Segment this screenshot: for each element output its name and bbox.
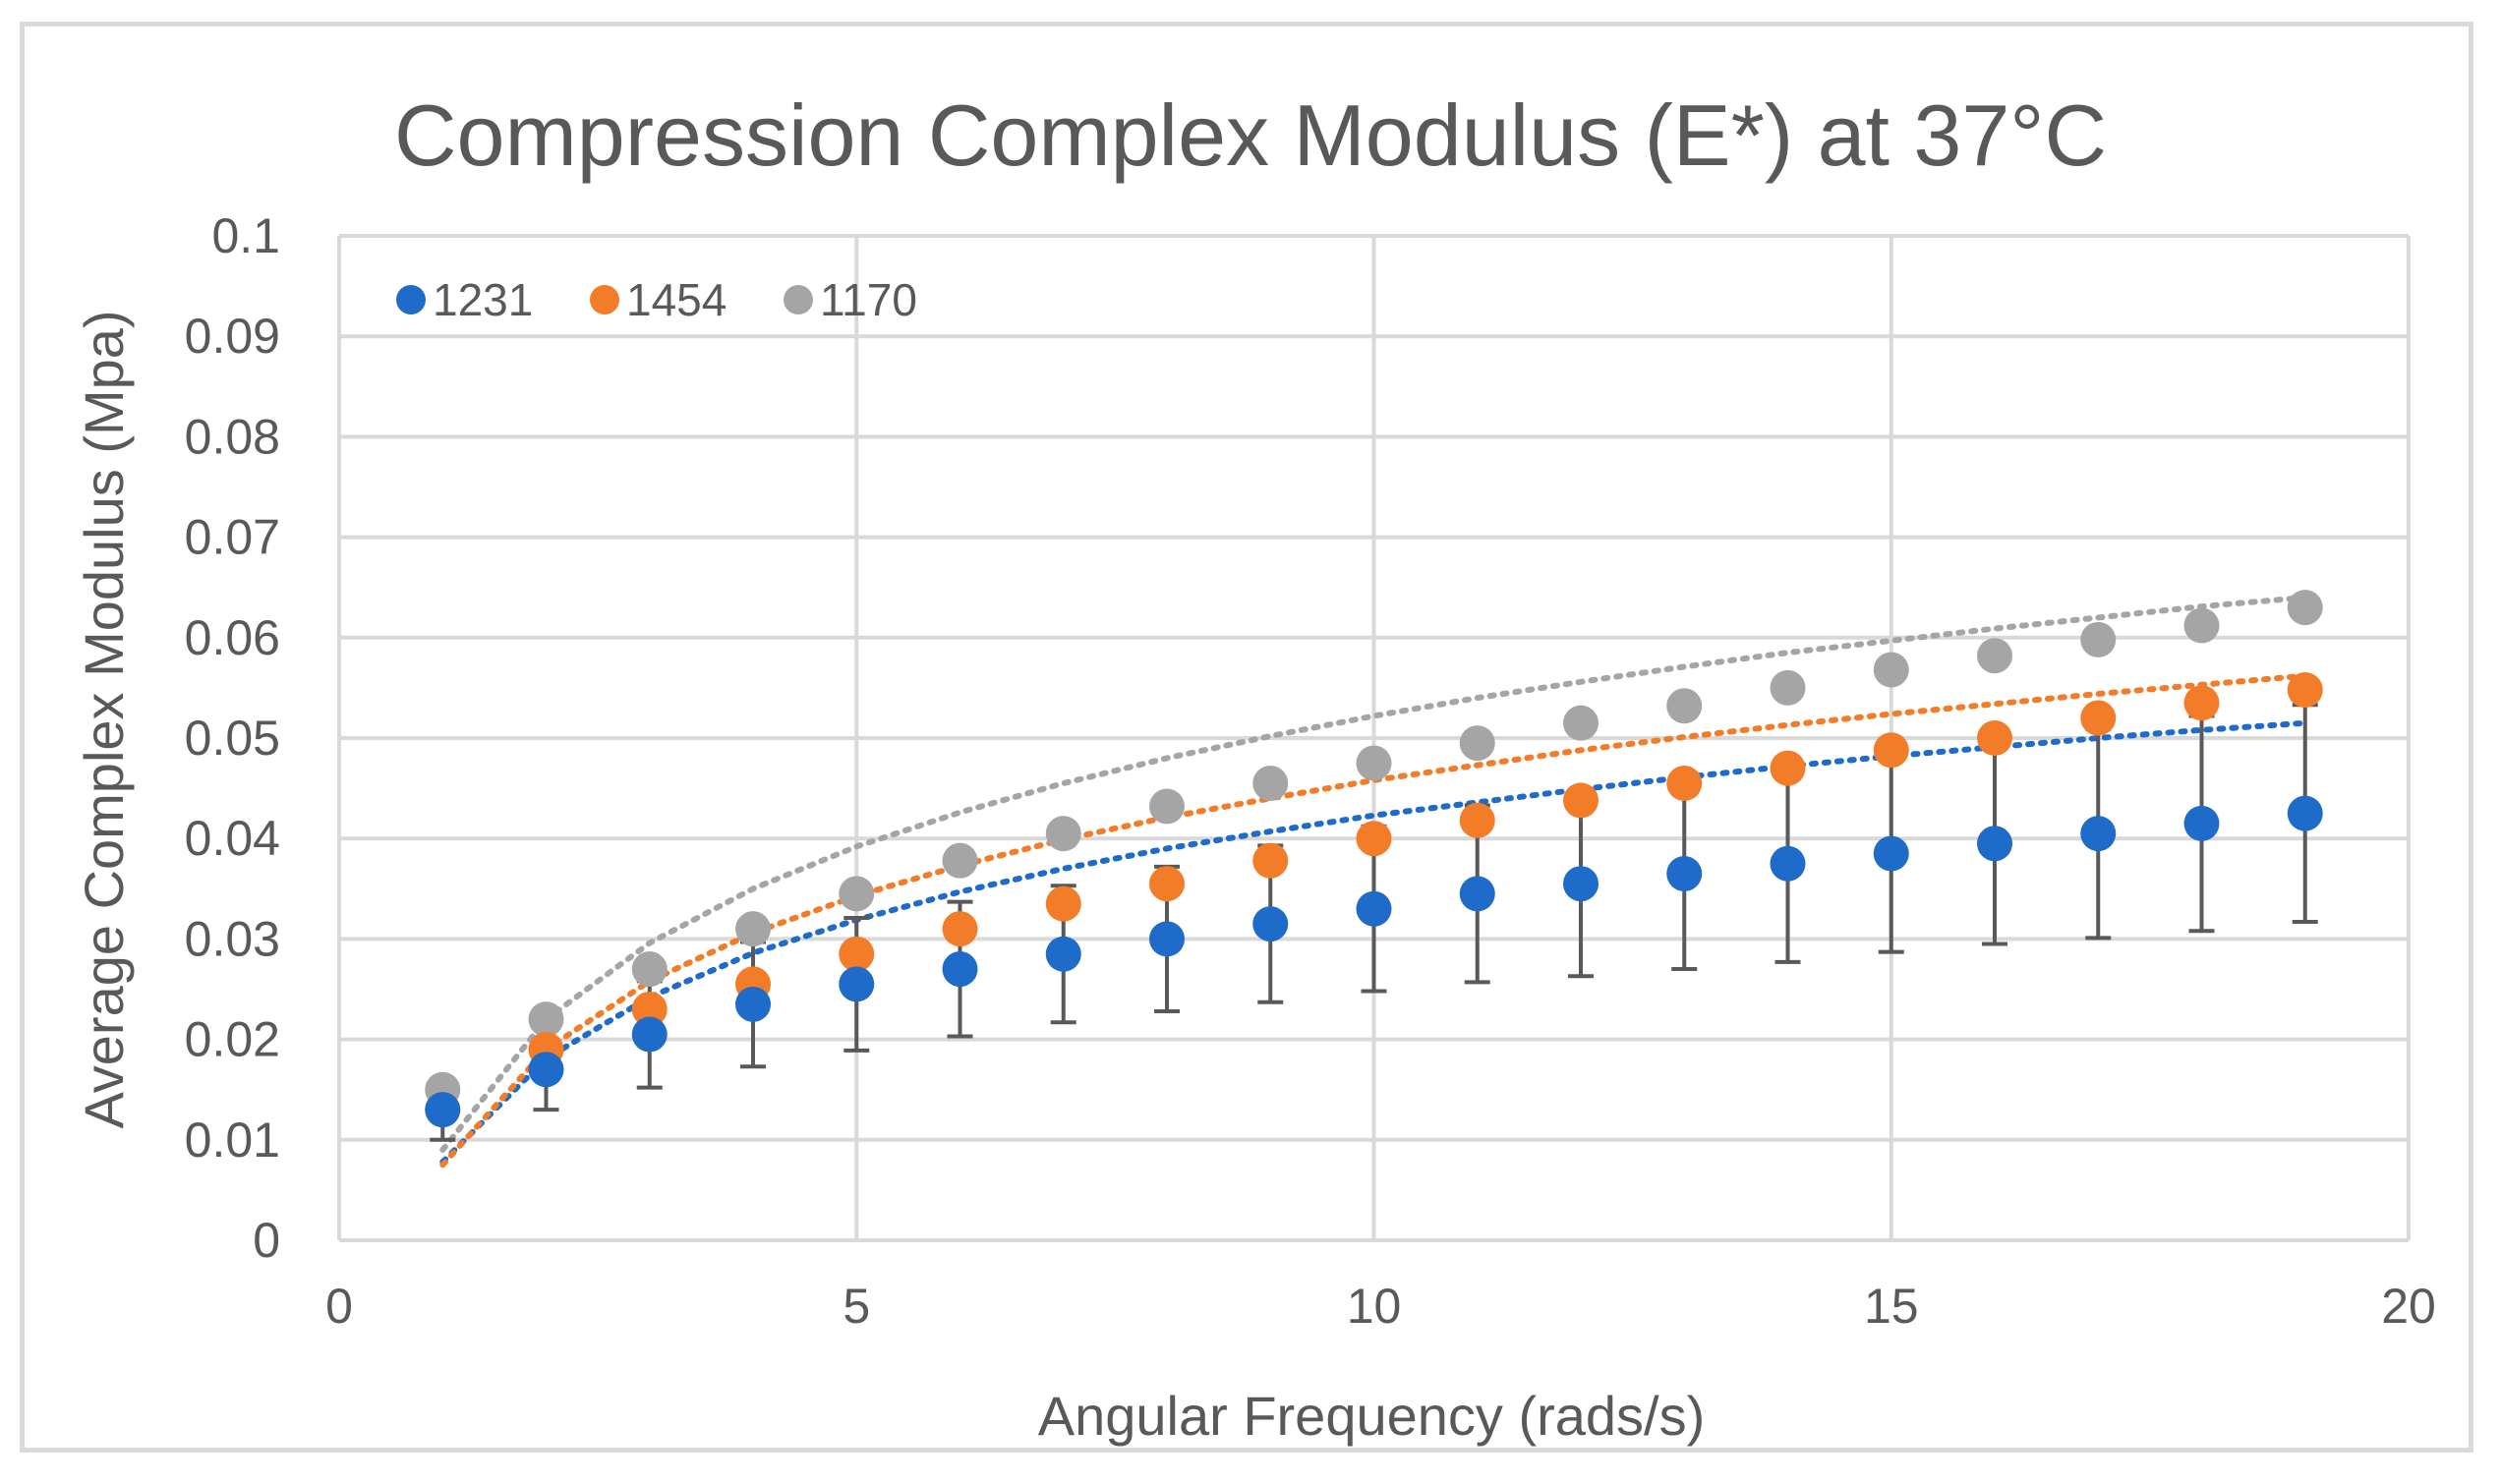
data-point-1170 (839, 876, 875, 912)
data-point-1170 (1252, 765, 1289, 801)
data-point-1231 (1252, 906, 1289, 942)
data-point-1454 (2183, 685, 2220, 721)
data-point-1231 (1666, 855, 1703, 891)
data-point-1231 (1149, 921, 1185, 957)
y-tick-label: 0.01 (185, 1113, 280, 1168)
data-point-1170 (631, 951, 668, 988)
y-axis-title: Average Complex Modulus (Mpa) (73, 310, 135, 1128)
legend-marker-1170 (784, 285, 813, 314)
legend-marker-1454 (590, 285, 619, 314)
data-point-1454 (631, 991, 668, 1027)
data-point-1170 (942, 842, 978, 879)
data-point-1231 (1045, 936, 1081, 972)
data-point-1454 (839, 936, 875, 972)
data-point-1170 (528, 1001, 564, 1038)
data-point-1170 (1149, 788, 1185, 825)
data-point-1170 (1770, 669, 1806, 706)
data-point-1454 (2080, 700, 2117, 736)
data-point-1231 (425, 1092, 461, 1128)
legend-marker-1231 (396, 285, 426, 314)
y-tick-label: 0.08 (185, 409, 280, 464)
legend: 1231 1454 1170 (396, 274, 917, 325)
x-tick-label: 10 (1347, 1279, 1402, 1334)
legend-label-1454: 1454 (626, 274, 727, 325)
data-point-1231 (735, 986, 771, 1022)
x-axis-title: Angular Frequency (rads/s) (1038, 1385, 1706, 1447)
data-point-1170 (2287, 590, 2323, 626)
x-tick-label: 20 (2381, 1279, 2436, 1334)
data-point-1231 (2287, 795, 2323, 831)
chart-title: Compression Complex Modulus (E*) at 37°C (394, 86, 2107, 184)
data-point-1170 (1045, 816, 1081, 852)
data-point-1170 (735, 911, 771, 947)
data-point-1454 (1666, 765, 1703, 801)
data-point-1231 (1563, 866, 1599, 902)
y-tick-label: 0.05 (185, 711, 280, 766)
x-tick-label: 0 (325, 1279, 353, 1334)
data-point-1231 (1459, 876, 1495, 912)
data-point-1170 (2183, 607, 2220, 644)
y-tick-label: 0.09 (185, 309, 280, 364)
data-point-1231 (631, 1016, 668, 1053)
data-point-1170 (1873, 652, 1909, 688)
data-point-1170 (1459, 725, 1495, 762)
legend-label-1170: 1170 (820, 274, 917, 325)
data-point-1231 (1873, 835, 1909, 872)
data-point-1170 (1977, 638, 2012, 674)
data-point-1231 (528, 1052, 564, 1088)
data-point-1454 (1252, 842, 1289, 879)
data-point-1170 (2080, 621, 2117, 657)
data-point-1454 (1045, 885, 1081, 922)
data-point-1231 (1356, 890, 1392, 927)
data-points (425, 590, 2323, 1128)
data-point-1454 (942, 911, 978, 947)
data-point-1231 (942, 951, 978, 988)
y-tick-label: 0 (253, 1213, 280, 1268)
y-tick-label: 0.03 (185, 911, 280, 966)
data-point-1170 (1563, 705, 1599, 741)
y-tick-label: 0.07 (185, 510, 280, 565)
axis-ticks: 0 0.01 0.02 0.03 0.04 0.05 0.06 0.07 0.08 0.09 0.1… (185, 208, 2436, 1334)
y-tick-label: 0.04 (185, 811, 280, 866)
data-point-1454 (1770, 750, 1806, 786)
data-point-1454 (1977, 720, 2012, 756)
y-tick-label: 0.02 (185, 1012, 280, 1067)
data-point-1231 (1770, 845, 1806, 882)
grid (337, 234, 2411, 1242)
x-tick-label: 15 (1864, 1279, 1919, 1334)
y-tick-label: 0.1 (211, 208, 280, 263)
data-point-1170 (1356, 745, 1392, 781)
data-point-1454 (1149, 866, 1185, 902)
trendline-1170 (439, 594, 2308, 1153)
legend-label-1231: 1231 (433, 274, 533, 325)
data-point-1231 (2080, 816, 2117, 852)
y-tick-label: 0.06 (185, 610, 280, 665)
data-point-1454 (1873, 732, 1909, 769)
data-point-1231 (839, 966, 875, 1002)
x-tick-label: 5 (843, 1279, 870, 1334)
data-point-1231 (1977, 826, 2012, 862)
data-point-1454 (1563, 782, 1599, 819)
data-point-1454 (1459, 802, 1495, 838)
data-point-1231 (2183, 805, 2220, 841)
data-point-1454 (1356, 821, 1392, 857)
data-point-1454 (2287, 671, 2323, 708)
data-point-1170 (1666, 688, 1703, 724)
